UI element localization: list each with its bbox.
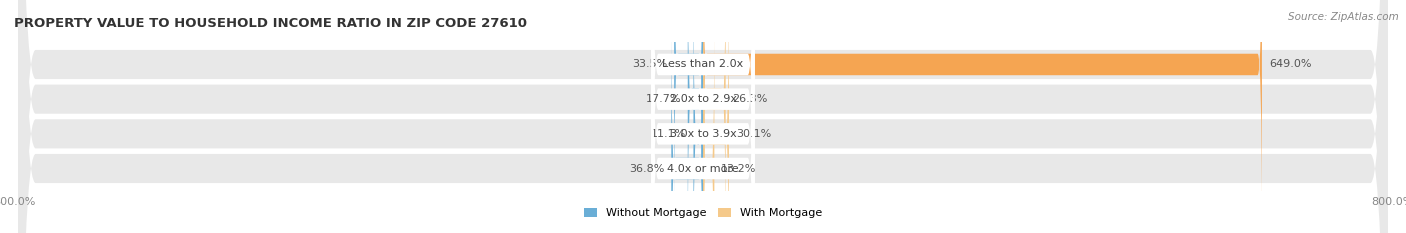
FancyBboxPatch shape [673, 0, 703, 227]
Text: 17.7%: 17.7% [645, 94, 681, 104]
Text: PROPERTY VALUE TO HOUSEHOLD INCOME RATIO IN ZIP CODE 27610: PROPERTY VALUE TO HOUSEHOLD INCOME RATIO… [14, 17, 527, 30]
Text: 13.2%: 13.2% [721, 164, 756, 174]
Text: 26.3%: 26.3% [733, 94, 768, 104]
FancyBboxPatch shape [703, 0, 728, 233]
Text: 649.0%: 649.0% [1268, 59, 1312, 69]
Text: 4.0x or more: 4.0x or more [668, 164, 738, 174]
FancyBboxPatch shape [703, 0, 725, 233]
Text: 33.5%: 33.5% [633, 59, 668, 69]
FancyBboxPatch shape [651, 0, 755, 233]
FancyBboxPatch shape [651, 0, 755, 233]
Text: 3.0x to 3.9x: 3.0x to 3.9x [669, 129, 737, 139]
Text: 2.0x to 2.9x: 2.0x to 2.9x [669, 94, 737, 104]
Legend: Without Mortgage, With Mortgage: Without Mortgage, With Mortgage [583, 208, 823, 218]
FancyBboxPatch shape [651, 0, 755, 233]
FancyBboxPatch shape [18, 0, 1388, 233]
Text: Less than 2.0x: Less than 2.0x [662, 59, 744, 69]
FancyBboxPatch shape [693, 0, 703, 233]
FancyBboxPatch shape [703, 6, 714, 233]
FancyBboxPatch shape [651, 0, 755, 233]
Text: 30.1%: 30.1% [735, 129, 770, 139]
FancyBboxPatch shape [18, 0, 1388, 233]
FancyBboxPatch shape [18, 0, 1388, 233]
Text: Source: ZipAtlas.com: Source: ZipAtlas.com [1288, 12, 1399, 22]
FancyBboxPatch shape [703, 0, 1263, 227]
FancyBboxPatch shape [671, 6, 703, 233]
FancyBboxPatch shape [688, 0, 703, 233]
Text: 36.8%: 36.8% [628, 164, 665, 174]
FancyBboxPatch shape [18, 0, 1388, 233]
Text: 11.1%: 11.1% [651, 129, 686, 139]
